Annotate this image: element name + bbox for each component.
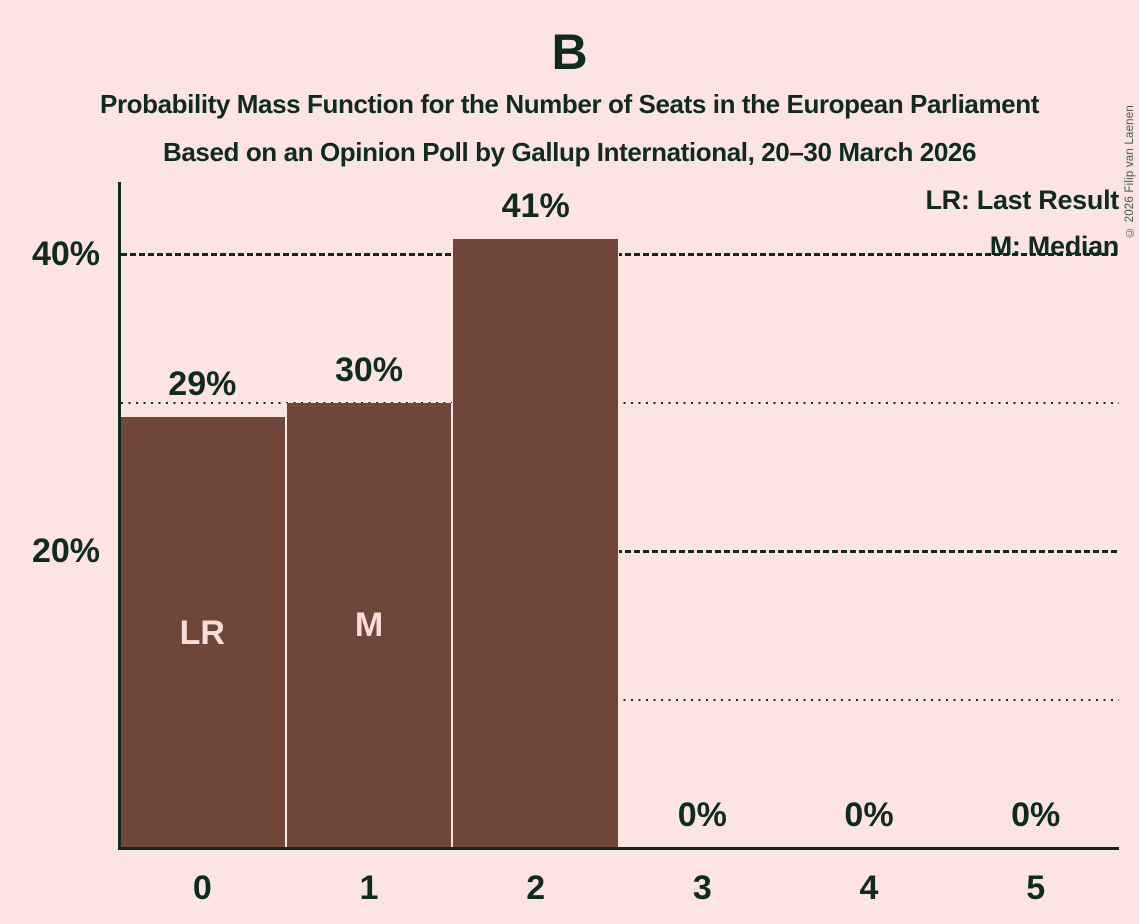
bar-2: [452, 239, 619, 848]
chart-subtitle-poll-info: Based on an Opinion Poll by Gallup Inter…: [162, 137, 977, 167]
x-tick-label-2: 2: [526, 869, 546, 907]
legend-last-result: LR: Last Result: [925, 185, 1119, 215]
x-tick-label-4: 4: [859, 869, 879, 907]
bar-annotation-M: M: [354, 606, 384, 645]
x-axis-line: [117, 846, 1119, 850]
x-tick-label-1: 1: [359, 869, 379, 907]
value-label-2: 41%: [501, 187, 570, 226]
bar-1: [285, 402, 453, 848]
gridline-10pct: [121, 698, 1119, 701]
chart-subtitle: Probability Mass Function for the Number…: [100, 89, 1039, 119]
gridline-40pct: [121, 253, 1119, 256]
x-tick-label-5: 5: [1026, 869, 1046, 907]
y-tick-label-20: 20%: [31, 532, 100, 570]
x-tick-label-3: 3: [692, 869, 712, 907]
value-label-4: 0%: [844, 796, 894, 834]
bar-0: [119, 417, 286, 848]
value-label-3: 0%: [677, 796, 727, 834]
y-axis-line: [117, 182, 121, 850]
y-tick-label-40: 40%: [31, 235, 100, 273]
bar-annotation-LR: LR: [179, 613, 225, 652]
chart-title: B: [551, 24, 588, 80]
legend-median: M: Median: [989, 231, 1120, 261]
x-tick-label-0: 0: [192, 869, 212, 907]
value-label-1: 30%: [334, 350, 404, 389]
value-label-5: 0%: [1011, 796, 1061, 834]
value-label-0: 29%: [168, 365, 237, 404]
copyright-notice: © 2026 Filip van Laenen: [1124, 105, 1136, 238]
gridline-20pct: [121, 550, 1119, 553]
gridline-30pct: [121, 401, 1119, 404]
